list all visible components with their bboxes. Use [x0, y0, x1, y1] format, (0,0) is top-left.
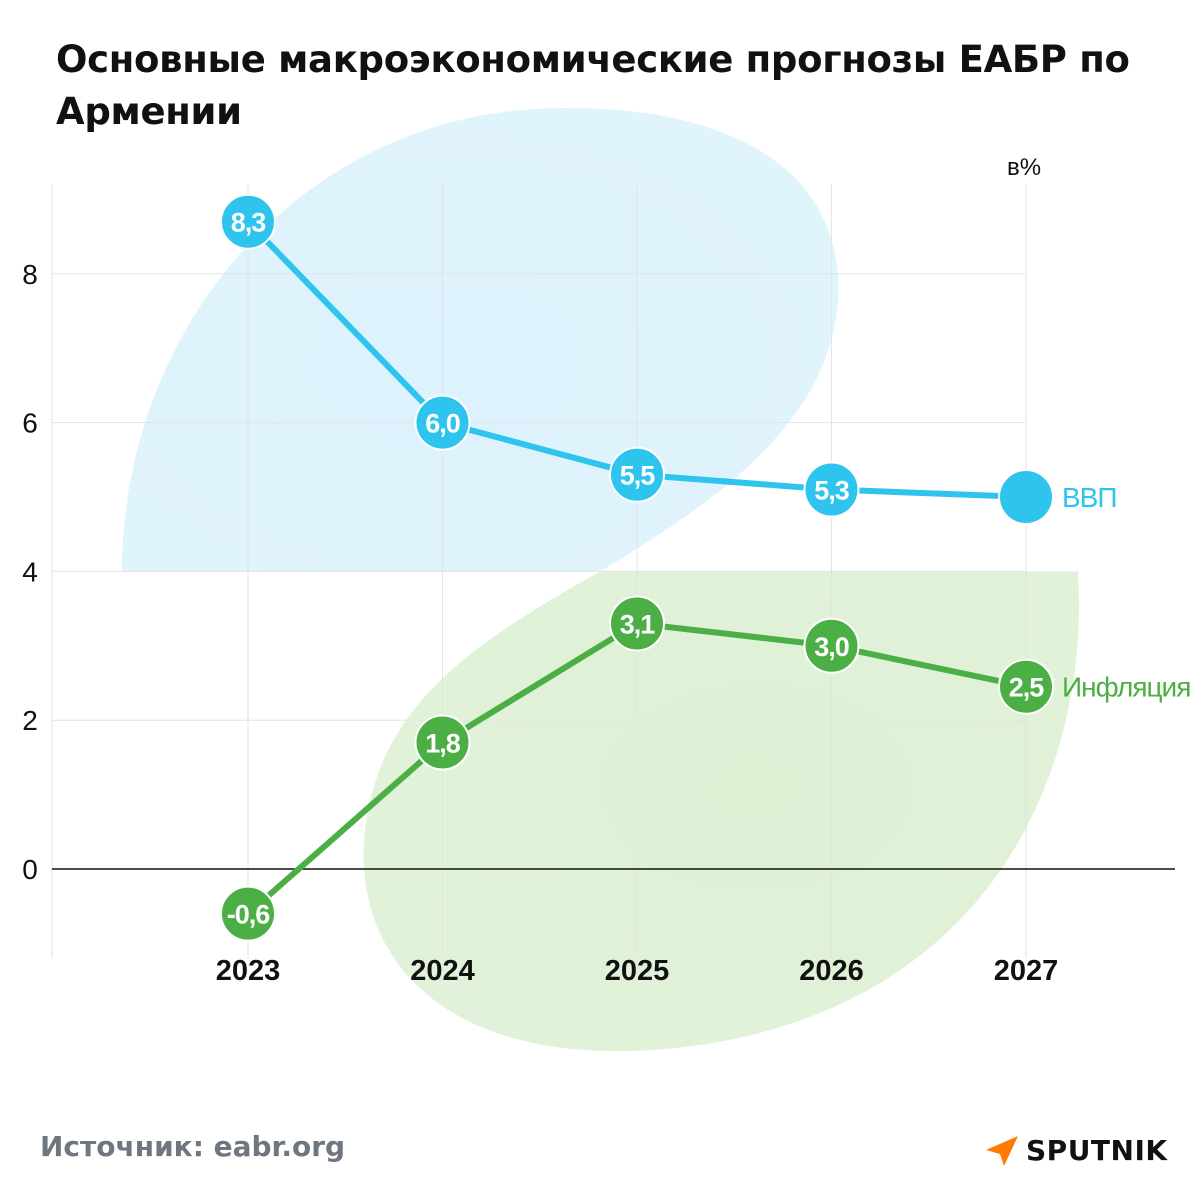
sputnik-logo: SPUTNIK — [984, 1132, 1168, 1168]
data-point — [414, 394, 471, 451]
unit-label: в% — [1007, 154, 1041, 181]
source-note: Источник: eabr.org — [40, 1130, 346, 1163]
axes: 0 2 4 6 8 2023 2024 2025 2026 2027 в% — [22, 154, 1175, 987]
data-label: 3,1 — [620, 609, 656, 639]
series-inflation: -0,6 1,8 3,1 3,0 2,5 Инфляция — [220, 595, 1191, 942]
grid — [51, 184, 1027, 959]
background-shapes — [122, 107, 1080, 1052]
y-tick-label: 6 — [22, 408, 38, 439]
data-point — [609, 446, 665, 503]
series-name-label: Инфляция — [1062, 672, 1190, 703]
data-point — [414, 714, 471, 771]
data-label: 2,5 — [1009, 673, 1045, 703]
chart-title: Основные макроэкономические прогнозы ЕАБ… — [56, 38, 1130, 133]
data-label: 3,0 — [814, 632, 849, 662]
series: 8,3 6,0 5,5 5,3 ВВП -0,6 1,8 3,1 3,0 2,5 Инфляция — [220, 193, 1191, 942]
y-tick-label: 4 — [22, 556, 38, 587]
y-tick-label: 8 — [22, 259, 38, 290]
data-label: 8,3 — [231, 208, 267, 238]
data-point — [220, 885, 276, 942]
x-tick-label: 2023 — [216, 955, 281, 987]
y-tick-label: 2 — [22, 705, 38, 736]
logo-text: SPUTNIK — [1026, 1133, 1168, 1167]
data-point — [609, 595, 665, 652]
data-label: -0,6 — [227, 900, 271, 930]
data-point — [803, 461, 860, 518]
series-name-label: ВВП — [1062, 482, 1116, 513]
sputnik-arrow-icon — [986, 1136, 1018, 1166]
data-label: 6,0 — [425, 409, 460, 439]
data-label: 5,5 — [620, 461, 656, 491]
x-tick-label: 2025 — [605, 955, 670, 987]
data-point — [803, 617, 860, 674]
data-point — [998, 658, 1054, 715]
y-tick-label: 0 — [22, 854, 38, 885]
data-point — [998, 469, 1054, 525]
data-point — [220, 193, 276, 250]
x-tick-label: 2026 — [799, 955, 864, 987]
data-label: 5,3 — [814, 476, 850, 506]
gdp-background-shape — [122, 107, 839, 572]
data-label: 1,8 — [425, 729, 461, 759]
x-tick-label: 2024 — [410, 955, 475, 987]
x-tick-label: 2027 — [994, 955, 1059, 987]
inflation-background-shape — [363, 571, 1080, 1052]
series-gdp: 8,3 6,0 5,5 5,3 ВВП — [220, 193, 1117, 525]
